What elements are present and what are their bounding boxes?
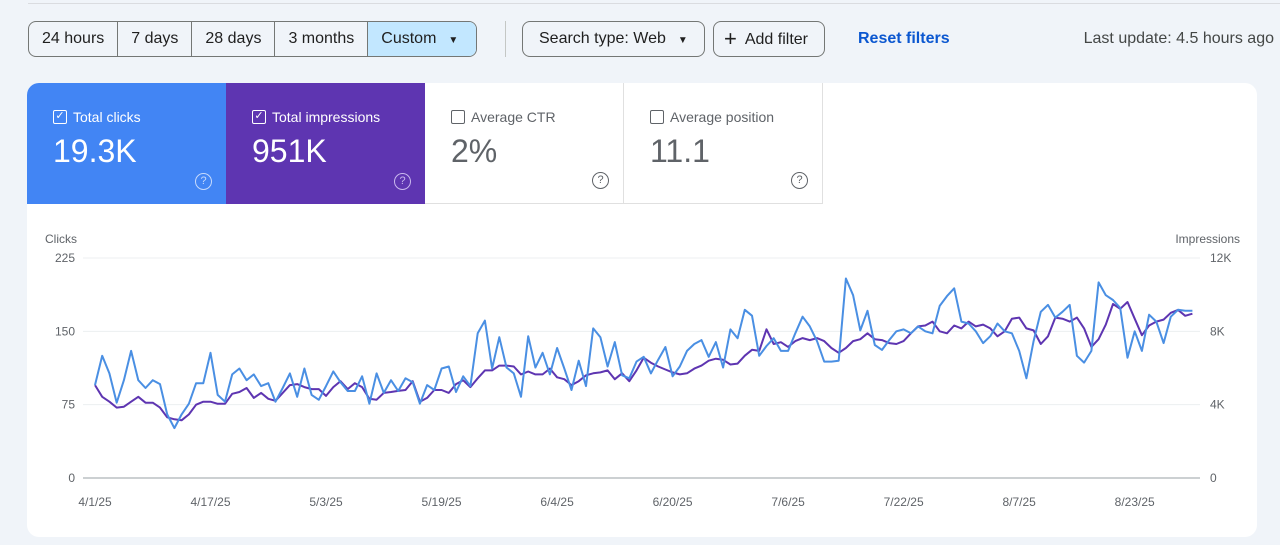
right-tick-label: 4K <box>1210 398 1225 412</box>
range-24-hours[interactable]: 24 hours <box>29 22 119 56</box>
right-tick-label: 8K <box>1210 324 1225 338</box>
metric-total-impressions[interactable]: ✓ Total impressions 951K ? <box>226 83 425 204</box>
checkbox-unchecked-icon[interactable] <box>650 110 664 124</box>
x-tick-label: 5/19/25 <box>422 495 462 509</box>
x-tick-label: 4/17/25 <box>190 495 230 509</box>
x-tick-label: 5/3/25 <box>309 495 343 509</box>
range-28-days[interactable]: 28 days <box>192 22 276 56</box>
checkbox-checked-icon[interactable]: ✓ <box>252 110 266 124</box>
metric-label: Total clicks <box>73 109 141 125</box>
right-tick-label: 12K <box>1210 251 1231 265</box>
metric-label: Average position <box>670 109 775 125</box>
metric-label: Average CTR <box>471 109 556 125</box>
series-line-total-clicks <box>94 277 1193 430</box>
metric-value: 19.3K <box>53 133 137 169</box>
metric-total-clicks[interactable]: ✓ Total clicks 19.3K ? <box>27 83 226 204</box>
help-icon[interactable]: ? <box>195 173 212 190</box>
range-7-days[interactable]: 7 days <box>118 22 193 56</box>
checkbox-checked-icon[interactable]: ✓ <box>53 110 67 124</box>
metric-value: 2% <box>451 133 498 169</box>
help-icon[interactable]: ? <box>394 173 411 190</box>
metric-value: 951K <box>252 133 327 169</box>
performance-card: ✓ Total clicks 19.3K ? ✓ Total impressions… <box>27 83 1257 537</box>
metric-label: Total impressions <box>272 109 381 125</box>
add-filter-label: Add filter <box>744 31 808 48</box>
add-filter-button[interactable]: + Add filter <box>713 21 825 57</box>
reset-filters-link[interactable]: Reset filters <box>858 30 950 47</box>
caret-down-icon: ▼ <box>677 35 688 46</box>
date-range-selector: 24 hours 7 days 28 days 3 months Custom ▼ <box>28 21 478 57</box>
x-tick-label: 6/20/25 <box>653 495 693 509</box>
custom-label: Custom <box>381 30 437 47</box>
metric-value: 11.1 <box>650 133 710 169</box>
left-tick-label: 75 <box>62 398 76 412</box>
metric-average-position[interactable]: Average position 11.1 ? <box>624 83 823 204</box>
checkbox-unchecked-icon[interactable] <box>451 110 465 124</box>
x-tick-label: 6/4/25 <box>540 495 574 509</box>
caret-down-icon: ▼ <box>448 35 459 46</box>
help-icon[interactable]: ? <box>592 172 609 189</box>
x-tick-label: 7/6/25 <box>771 495 805 509</box>
range-custom[interactable]: Custom ▼ <box>368 22 477 56</box>
search-type-filter[interactable]: Search type: Web ▼ <box>522 21 705 57</box>
x-tick-label: 7/22/25 <box>884 495 924 509</box>
x-tick-label: 4/1/25 <box>78 495 112 509</box>
left-tick-label: 225 <box>55 251 75 265</box>
series-line-total-impressions <box>94 301 1193 422</box>
help-icon[interactable]: ? <box>791 172 808 189</box>
right-axis-label: Impressions <box>1175 232 1240 246</box>
x-tick-label: 8/7/25 <box>1002 495 1036 509</box>
left-tick-label: 0 <box>68 471 75 485</box>
top-divider <box>28 3 1280 4</box>
metric-average-ctr[interactable]: Average CTR 2% ? <box>425 83 624 204</box>
divider <box>505 21 506 57</box>
plus-icon: + <box>724 26 737 51</box>
last-update: Last update: 4.5 hours ago <box>1083 30 1274 47</box>
left-tick-label: 150 <box>55 324 75 338</box>
left-axis-label: Clicks <box>45 232 77 246</box>
right-tick-label: 0 <box>1210 471 1217 485</box>
x-tick-label: 8/23/25 <box>1115 495 1155 509</box>
performance-chart: Clicks Impressions 0 0 75 4K 150 8K 225 12K 4/1/… <box>45 232 1240 509</box>
range-3-months[interactable]: 3 months <box>275 22 369 56</box>
search-type-label: Search type: Web <box>539 30 666 47</box>
